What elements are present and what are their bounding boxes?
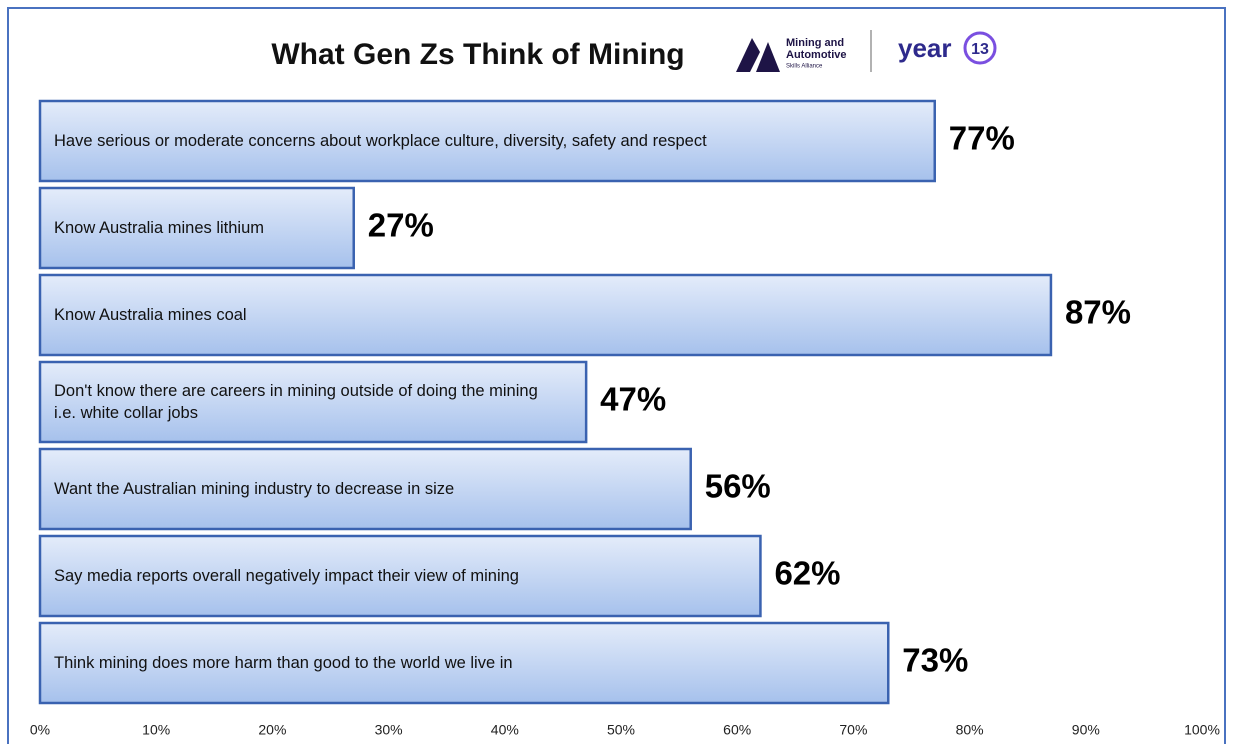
- logo-text: year: [898, 33, 952, 63]
- value-label: 87%: [1065, 294, 1131, 331]
- value-label: 62%: [774, 555, 840, 592]
- x-tick-label: 30%: [375, 722, 403, 738]
- x-tick-label: 50%: [607, 722, 635, 738]
- category-label-box: Have serious or moderate concerns about …: [54, 132, 707, 150]
- logo-ring: [963, 31, 997, 65]
- x-tick-label: 10%: [142, 722, 170, 738]
- x-tick-label: 70%: [839, 722, 867, 738]
- logo-text: Automotive: [786, 49, 847, 61]
- value-label: 73%: [902, 642, 968, 679]
- logo-text: 13: [971, 41, 989, 58]
- bar: [38, 273, 1053, 357]
- category-label: Know Australia mines coal: [54, 306, 247, 324]
- bar: [38, 99, 936, 183]
- category-label: Say media reports overall negatively imp…: [54, 567, 519, 585]
- x-tick-label: 40%: [491, 722, 519, 738]
- x-tick-label: 80%: [956, 722, 984, 738]
- logo-shape: [756, 42, 780, 72]
- logo-shape: [736, 38, 760, 72]
- value-label: 47%: [600, 381, 666, 418]
- category-label-box: Want the Australian mining industry to d…: [54, 480, 455, 498]
- category-label: Want the Australian mining industry to d…: [54, 480, 455, 498]
- value-label: 77%: [949, 120, 1015, 157]
- bar: [38, 360, 588, 444]
- bar: [38, 186, 355, 270]
- category-label: Think mining does more harm than good to…: [54, 654, 513, 672]
- bar: [38, 447, 692, 531]
- bar: [38, 621, 890, 705]
- frame: [7, 7, 1226, 744]
- category-label-box: Know Australia mines lithium: [54, 219, 265, 237]
- value-label: 27%: [368, 207, 434, 244]
- x-tick-label: 90%: [1072, 722, 1100, 738]
- category-label: Know Australia mines lithium: [54, 219, 265, 237]
- value-label: 56%: [705, 468, 771, 505]
- x-tick-label: 100%: [1184, 722, 1220, 738]
- bar: [38, 534, 762, 618]
- category-label: Have serious or moderate concerns about …: [54, 132, 707, 150]
- x-tick-label: 20%: [258, 722, 286, 738]
- chart-title: What Gen Zs Think of Mining: [271, 38, 684, 71]
- logo-year13: year 13: [898, 31, 997, 65]
- category-label-box: Don't know there are careers in mining o…: [54, 382, 538, 422]
- logo-text: Skills Alliance: [786, 64, 823, 70]
- category-label-box: Think mining does more harm than good to…: [54, 654, 513, 672]
- x-tick-label: 0%: [30, 722, 50, 738]
- logo-masa: Mining and Automotive Skills Alliance: [736, 37, 847, 72]
- category-label-box: Say media reports overall negatively imp…: [54, 567, 519, 585]
- category-label: Don't know there are careers in mining o…: [54, 382, 538, 422]
- logo-text: Mining and: [786, 37, 844, 49]
- category-label-box: Know Australia mines coal: [54, 306, 247, 324]
- x-tick-label: 60%: [723, 722, 751, 738]
